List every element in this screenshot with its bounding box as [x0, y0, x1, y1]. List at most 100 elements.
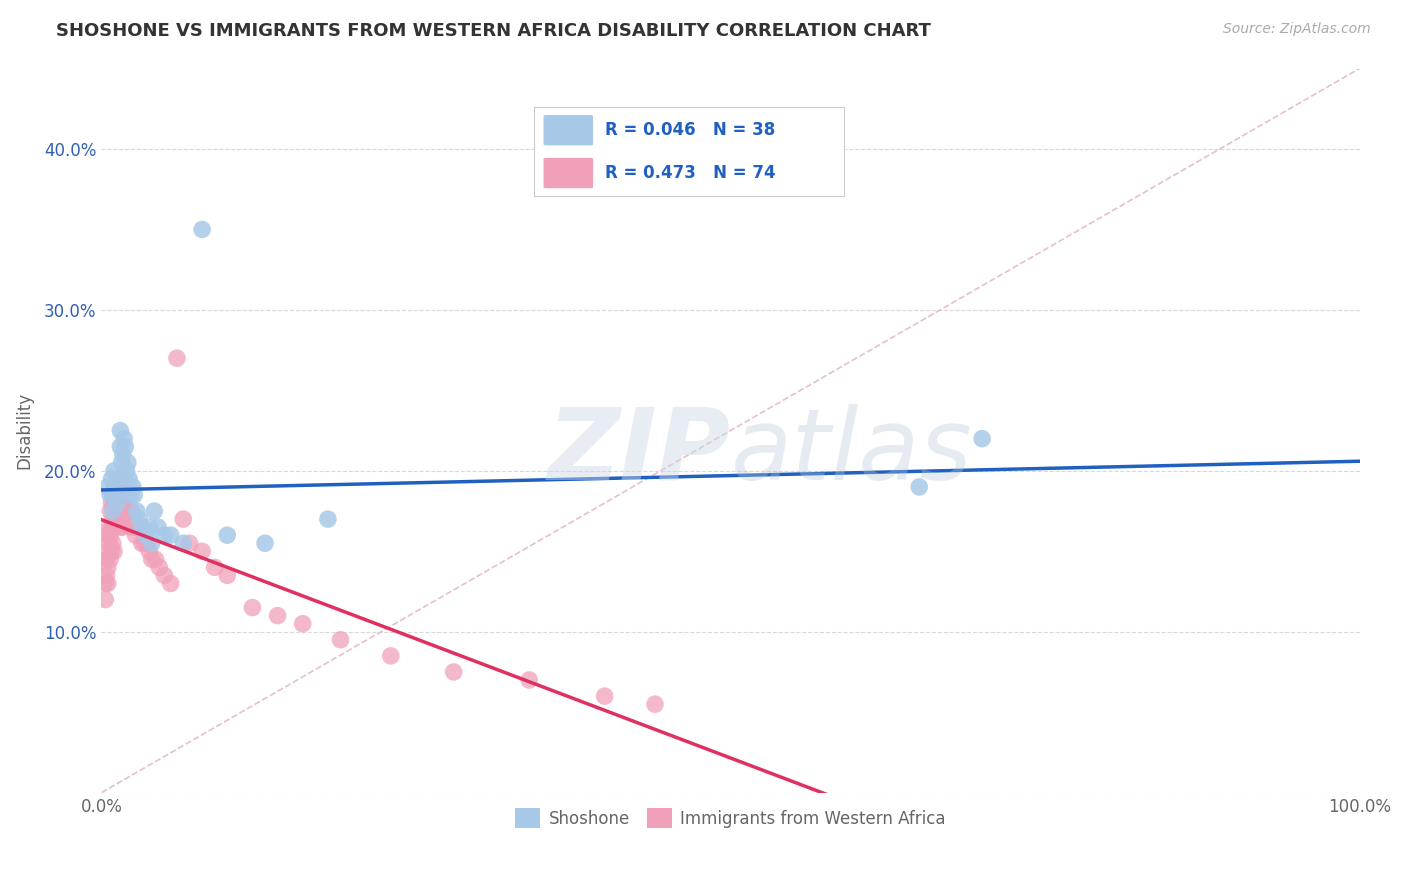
- Point: [131, 520, 153, 534]
- Legend: Shoshone, Immigrants from Western Africa: Shoshone, Immigrants from Western Africa: [509, 801, 952, 835]
- Point: [98, 488, 121, 502]
- Point: [103, 520, 125, 534]
- Point: [96, 552, 118, 566]
- Point: [141, 552, 163, 566]
- Point: [118, 504, 141, 518]
- Point: [153, 568, 176, 582]
- Point: [98, 536, 121, 550]
- Point: [105, 472, 128, 486]
- Point: [96, 568, 118, 582]
- Point: [98, 552, 121, 566]
- Point: [118, 472, 141, 486]
- Point: [134, 528, 156, 542]
- Point: [972, 432, 994, 446]
- Point: [204, 560, 226, 574]
- Point: [138, 520, 160, 534]
- Point: [159, 528, 181, 542]
- Point: [593, 689, 616, 703]
- Point: [128, 512, 150, 526]
- Point: [908, 480, 931, 494]
- Point: [380, 648, 402, 663]
- FancyBboxPatch shape: [544, 158, 593, 188]
- Point: [110, 456, 132, 470]
- Point: [122, 488, 145, 502]
- Point: [98, 504, 121, 518]
- Point: [122, 512, 145, 526]
- Point: [98, 528, 121, 542]
- Point: [253, 536, 276, 550]
- Point: [110, 472, 132, 486]
- Point: [103, 480, 125, 494]
- Point: [115, 504, 138, 518]
- Point: [108, 504, 131, 518]
- Point: [517, 673, 540, 687]
- Point: [97, 576, 120, 591]
- Point: [101, 504, 124, 518]
- Point: [105, 480, 128, 494]
- Point: [122, 520, 145, 534]
- Text: R = 0.046   N = 38: R = 0.046 N = 38: [606, 121, 776, 139]
- Point: [94, 576, 117, 591]
- Point: [124, 528, 146, 542]
- Text: R = 0.473   N = 74: R = 0.473 N = 74: [606, 164, 776, 182]
- Point: [100, 520, 122, 534]
- Point: [97, 560, 120, 574]
- Point: [110, 480, 132, 494]
- Point: [101, 536, 124, 550]
- Point: [141, 536, 163, 550]
- Point: [148, 560, 170, 574]
- Point: [443, 665, 465, 679]
- Point: [125, 520, 148, 534]
- Point: [107, 512, 129, 526]
- Point: [134, 536, 156, 550]
- Point: [172, 536, 194, 550]
- Point: [128, 520, 150, 534]
- Point: [166, 351, 188, 366]
- Point: [120, 488, 142, 502]
- Point: [101, 488, 124, 502]
- Point: [115, 464, 138, 478]
- Point: [100, 544, 122, 558]
- Point: [120, 520, 142, 534]
- Text: atlas: atlas: [731, 404, 972, 500]
- Point: [100, 496, 122, 510]
- Point: [217, 568, 239, 582]
- Point: [110, 520, 132, 534]
- Y-axis label: Disability: Disability: [15, 392, 32, 469]
- Point: [291, 616, 314, 631]
- Point: [98, 520, 121, 534]
- Text: Source: ZipAtlas.com: Source: ZipAtlas.com: [1223, 22, 1371, 37]
- Point: [97, 480, 120, 494]
- Point: [107, 496, 129, 510]
- Point: [103, 496, 125, 510]
- Point: [138, 544, 160, 558]
- Point: [111, 488, 134, 502]
- Point: [217, 528, 239, 542]
- Point: [97, 528, 120, 542]
- Point: [125, 504, 148, 518]
- Point: [179, 536, 201, 550]
- Point: [644, 697, 666, 711]
- Point: [153, 528, 176, 542]
- Point: [159, 576, 181, 591]
- Point: [100, 472, 122, 486]
- Point: [103, 488, 125, 502]
- Point: [172, 512, 194, 526]
- Point: [266, 608, 288, 623]
- Point: [105, 504, 128, 518]
- Point: [111, 448, 134, 462]
- Point: [103, 544, 125, 558]
- Point: [191, 544, 214, 558]
- Point: [131, 536, 153, 550]
- Point: [94, 592, 117, 607]
- Point: [104, 488, 127, 502]
- Point: [329, 632, 352, 647]
- Point: [122, 480, 145, 494]
- Point: [97, 544, 120, 558]
- Point: [112, 496, 135, 510]
- FancyBboxPatch shape: [544, 115, 593, 145]
- Point: [110, 440, 132, 454]
- Point: [117, 512, 139, 526]
- Point: [104, 512, 127, 526]
- Point: [101, 512, 124, 526]
